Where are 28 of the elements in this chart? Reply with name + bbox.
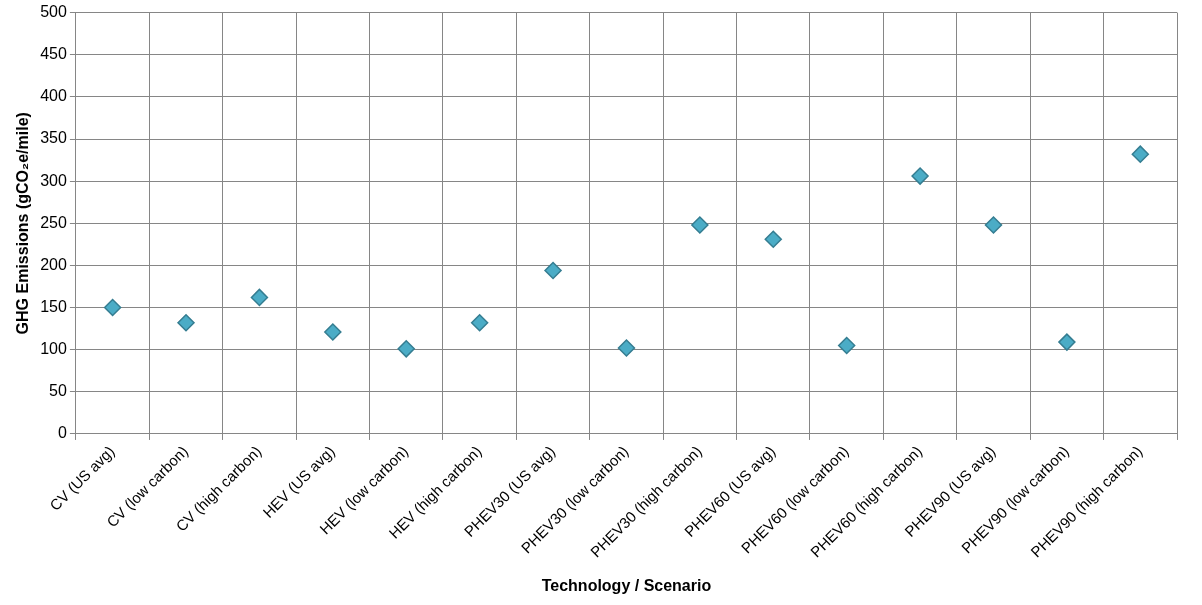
point <box>691 216 709 234</box>
y-tick-label: 200 <box>40 255 67 273</box>
point <box>177 313 195 332</box>
point <box>397 340 415 358</box>
y-tick-label: 500 <box>40 3 67 21</box>
y-tick-label: 0 <box>57 424 67 442</box>
y-tick-label: 100 <box>40 340 67 358</box>
point <box>1058 333 1076 351</box>
point <box>764 230 783 249</box>
y-tick-label: 150 <box>40 297 67 315</box>
point <box>837 336 856 355</box>
y-tick-label: 250 <box>40 213 67 231</box>
y-tick-label: 450 <box>40 45 67 63</box>
point <box>324 323 342 341</box>
y-tick-label: 350 <box>40 129 67 147</box>
point <box>911 167 929 185</box>
x-axis-title: Technology / Scenario <box>541 576 712 594</box>
y-tick-label: 50 <box>49 382 67 400</box>
point <box>984 216 1003 234</box>
point <box>617 339 636 357</box>
point <box>470 313 489 332</box>
y-axis-title: GHG Emissions (gCO₂e/mile) <box>14 112 32 335</box>
point <box>544 261 562 280</box>
y-tick-label: 300 <box>40 171 67 189</box>
point <box>250 288 269 307</box>
y-tick-label: 400 <box>40 87 67 105</box>
point <box>103 298 122 317</box>
point <box>1131 145 1150 163</box>
